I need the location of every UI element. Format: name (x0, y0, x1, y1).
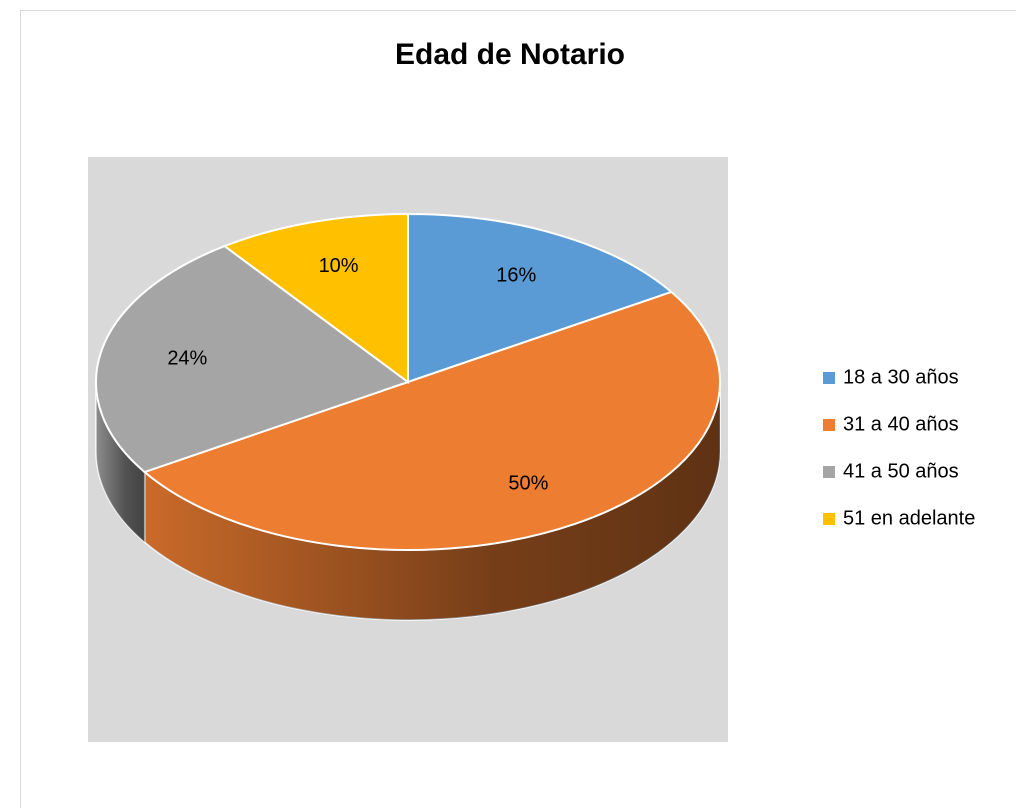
pie-tops (95, 212, 721, 551)
legend-swatch (823, 513, 835, 525)
data-label: 10% (319, 255, 359, 277)
legend-label: 31 a 40 años (843, 413, 959, 435)
legend-label: 51 en adelante (843, 507, 975, 529)
slice-side-shade (96, 382, 145, 543)
data-label: 16% (496, 264, 536, 286)
chart-title: Edad de Notario (395, 38, 625, 71)
slice (407, 212, 674, 384)
slice (95, 244, 411, 474)
slice (222, 212, 409, 384)
slice-side-shade (144, 382, 720, 621)
legend-swatch (823, 466, 835, 478)
pie-sides (95, 381, 721, 621)
data-label: 24% (167, 348, 207, 370)
legend-swatch (823, 372, 835, 384)
legend-swatch (823, 419, 835, 431)
data-label: 50% (508, 472, 548, 494)
slice (142, 290, 721, 551)
legend-label: 41 a 50 años (843, 460, 959, 482)
legend: 18 a 30 años 31 a 40 años 41 a 50 años 51 e… (823, 366, 975, 529)
data-labels: 16% 50% 24% 10% (167, 255, 548, 494)
legend-label: 18 a 30 años (843, 366, 959, 388)
